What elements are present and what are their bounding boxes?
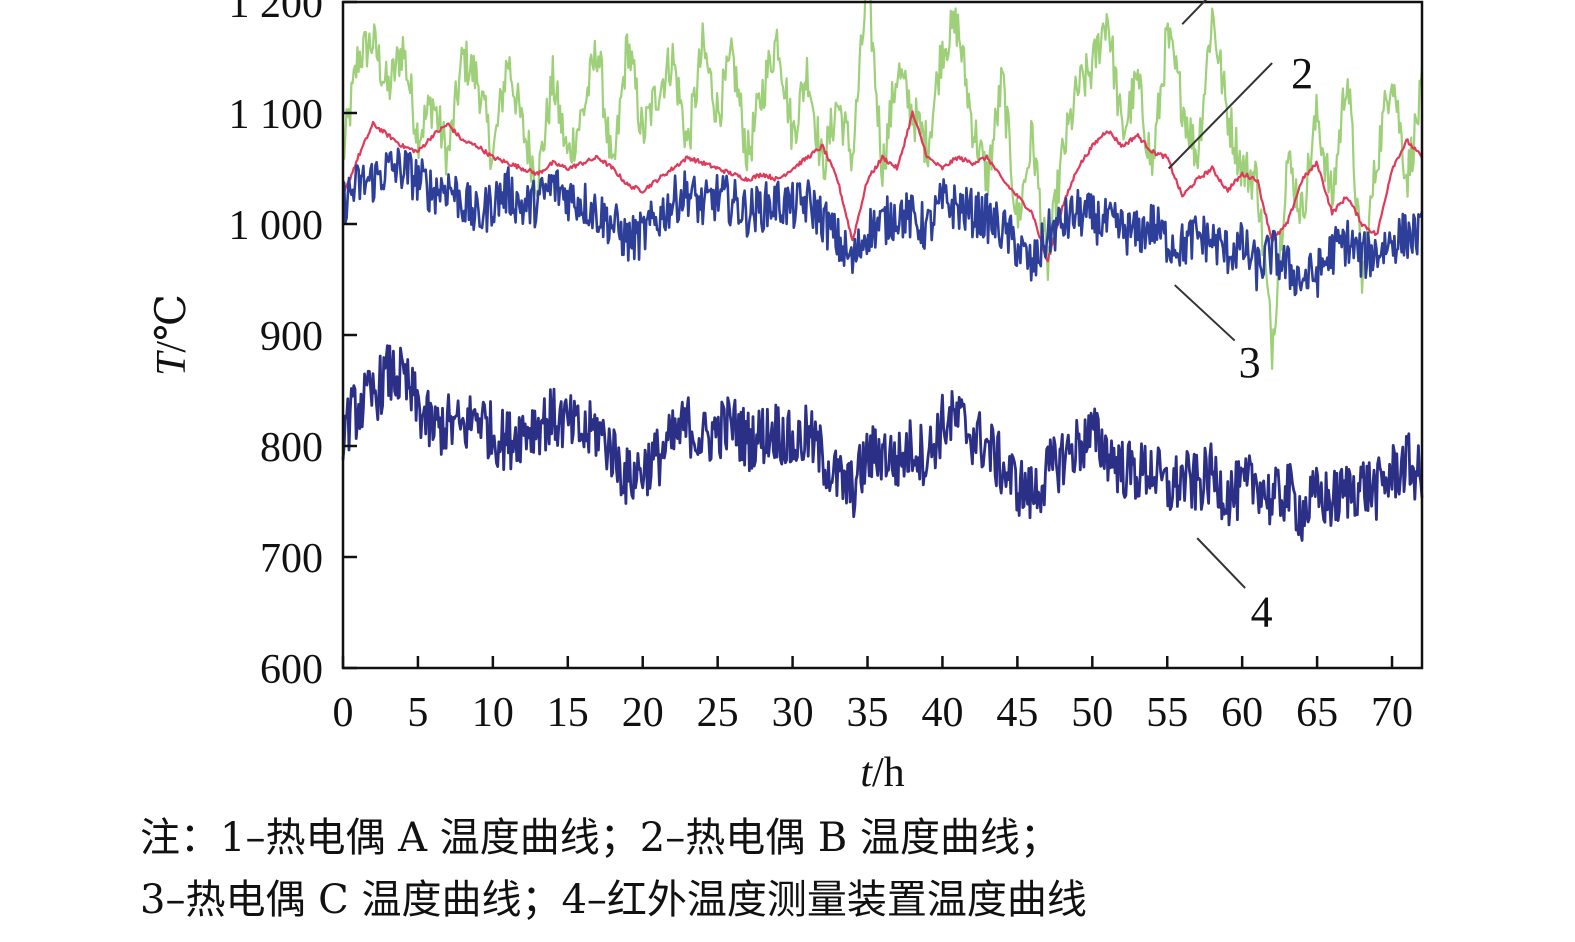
curve-label-4: 4 xyxy=(1251,588,1273,637)
y-axis: 600 700 800 900 1 000 1 100 1 200 xyxy=(229,0,357,693)
x-axis: 0 5 10 15 20 25 30 35 40 45 50 55 60 65 70 xyxy=(333,656,1413,736)
x-axis-title-unit: /h xyxy=(872,750,905,796)
y-axis-title-var: T xyxy=(149,350,195,376)
y-tick-label: 800 xyxy=(260,425,323,471)
x-tick-label: 50 xyxy=(1071,690,1113,736)
series-3-line xyxy=(341,147,1424,299)
legend-note-line-2: 3–热电偶 C 温度曲线；4–红外温度测量装置温度曲线 xyxy=(140,877,1087,923)
x-tick-label: 5 xyxy=(407,690,428,736)
temperature-chart: 0 5 10 15 20 25 30 35 40 45 50 55 60 65 70 600 700 800 90… xyxy=(149,0,1424,796)
x-tick-label: 15 xyxy=(547,690,589,736)
callout-leader-3 xyxy=(1174,284,1236,342)
plot-frame xyxy=(341,0,1424,670)
curve-label-3: 3 xyxy=(1239,338,1261,387)
callout-leader-4 xyxy=(1196,537,1246,589)
legend-note-line-1: 注：1–热电偶 A 温度曲线；2–热电偶 B 温度曲线； xyxy=(140,815,1061,861)
x-axis-title-var: t xyxy=(860,750,873,796)
series-1-line xyxy=(341,0,1424,370)
y-tick-label: 1 200 xyxy=(229,0,324,27)
x-tick-label: 55 xyxy=(1146,690,1188,736)
x-tick-label: 60 xyxy=(1221,690,1263,736)
y-tick-label: 1 000 xyxy=(229,203,324,249)
x-tick-label: 0 xyxy=(333,690,354,736)
y-tick-label: 600 xyxy=(260,647,323,693)
curve-label-1: 1 xyxy=(1261,0,1283,4)
series-4-line xyxy=(341,344,1424,542)
x-tick-label: 40 xyxy=(921,690,963,736)
series-layer xyxy=(341,0,1424,542)
callout-leader-2 xyxy=(1168,62,1273,170)
curve-label-2: 2 xyxy=(1291,49,1313,98)
curve-callouts: 1 2 3 4 xyxy=(1168,0,1313,637)
y-axis-title-unit: /℃ xyxy=(149,294,195,353)
x-tick-label: 10 xyxy=(472,690,514,736)
x-axis-title: t/h xyxy=(860,750,904,796)
x-tick-label: 65 xyxy=(1296,690,1338,736)
x-tick-label: 30 xyxy=(772,690,814,736)
y-tick-label: 700 xyxy=(260,536,323,582)
x-tick-label: 35 xyxy=(847,690,889,736)
callout-leader-1 xyxy=(1181,0,1208,25)
x-tick-label: 25 xyxy=(697,690,739,736)
y-axis-title: T/℃ xyxy=(149,294,195,376)
series-2-line xyxy=(342,110,1424,263)
x-tick-label: 70 xyxy=(1371,690,1413,736)
y-tick-label: 1 100 xyxy=(229,92,324,138)
x-tick-label: 20 xyxy=(622,690,664,736)
x-tick-label: 45 xyxy=(996,690,1038,736)
y-tick-label: 900 xyxy=(260,314,323,360)
